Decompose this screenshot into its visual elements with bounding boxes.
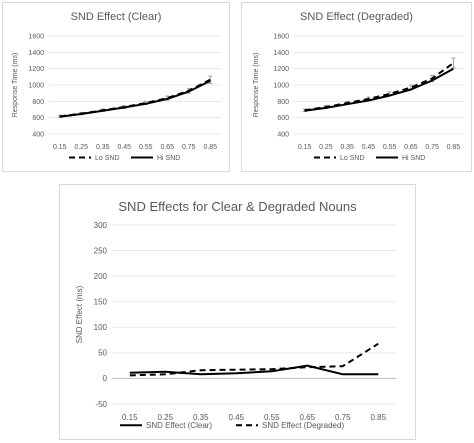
y-tick-label: 800 bbox=[277, 99, 289, 106]
series-line-dashed bbox=[304, 62, 454, 112]
x-tick-label: 0.85 bbox=[370, 413, 386, 422]
y-tick-label: 300 bbox=[94, 221, 108, 230]
legend-label: SND Effect (Degraded) bbox=[262, 421, 344, 430]
x-tick-label: 0.25 bbox=[319, 144, 333, 151]
x-tick-label: 0.35 bbox=[96, 144, 110, 151]
y-tick-label: 1200 bbox=[28, 66, 44, 73]
y-tick-label: 800 bbox=[32, 99, 44, 106]
y-tick-label: 150 bbox=[94, 298, 108, 307]
y-tick-label: 1600 bbox=[273, 33, 289, 40]
x-tick-label: 0.55 bbox=[264, 413, 280, 422]
series-line-solid bbox=[59, 80, 211, 118]
x-tick-label: 0.25 bbox=[157, 413, 173, 422]
y-tick-label: 1400 bbox=[273, 50, 289, 57]
chart-title: SND Effects for Clear & Degraded Nouns bbox=[118, 199, 357, 214]
x-tick-label: 0.25 bbox=[74, 144, 88, 151]
legend-label: SND Effect (Clear) bbox=[146, 421, 212, 430]
y-tick-label: 1400 bbox=[28, 50, 44, 57]
chart-snd-effects: SND Effects for Clear & Degraded Nouns -… bbox=[59, 184, 416, 440]
y-tick-label: 200 bbox=[94, 272, 108, 281]
x-tick-label: 0.75 bbox=[335, 413, 351, 422]
y-axis-label: SND Effect (ms) bbox=[75, 285, 84, 343]
y-tick-label: 600 bbox=[277, 115, 289, 122]
chart-degraded: SND Effect (Degraded) 400 600 800 1000 1200 1… bbox=[241, 2, 472, 172]
legend-label: Lo SND bbox=[95, 155, 120, 162]
chart-clear: SND Effect (Clear) 400 600 800 1000 1200 1400… bbox=[2, 2, 230, 172]
chart-plot: 400 600 800 1000 1200 1400 1600 0.15 0.25 0.35 0.4… bbox=[253, 33, 464, 162]
legend-label: Hi SND bbox=[157, 155, 180, 162]
x-tick-label: 0.75 bbox=[182, 144, 196, 151]
y-tick-label: 1200 bbox=[273, 66, 289, 73]
legend-label: Hi SND bbox=[402, 155, 425, 162]
x-tick-label: 0.15 bbox=[122, 413, 138, 422]
x-tick-label: 0.35 bbox=[340, 144, 354, 151]
x-tick-label: 0.45 bbox=[362, 144, 376, 151]
series-line-dashed bbox=[129, 342, 379, 377]
series-line-solid bbox=[304, 67, 454, 112]
chart-plot: -50 0 50 100 150 200 250 300 0.15 0.25 0.35 0.45 0.5… bbox=[75, 221, 396, 430]
x-tick-label: 0.65 bbox=[404, 144, 418, 151]
x-tick-label: 0.65 bbox=[299, 413, 315, 422]
x-tick-label: 0.15 bbox=[53, 144, 67, 151]
x-tick-label: 0.45 bbox=[117, 144, 131, 151]
y-tick-label: 1600 bbox=[28, 33, 44, 40]
y-tick-label: 50 bbox=[98, 349, 107, 358]
y-axis-label: Response Time (ms) bbox=[253, 53, 260, 118]
y-axis-label: Response Time (ms) bbox=[12, 53, 19, 118]
x-tick-label: 0.85 bbox=[203, 144, 217, 151]
legend-label: Lo SND bbox=[340, 155, 365, 162]
chart-title: SND Effect (Degraded) bbox=[300, 11, 413, 23]
chart-plot: 400 600 800 1000 1200 1400 1600 0.15 0.25 0.35 0.4… bbox=[12, 33, 221, 162]
x-tick-label: 0.55 bbox=[139, 144, 153, 151]
x-tick-label: 0.75 bbox=[425, 144, 439, 151]
series-line-solid bbox=[129, 364, 379, 376]
x-tick-label: 0.65 bbox=[160, 144, 174, 151]
y-tick-label: 100 bbox=[94, 323, 108, 332]
x-tick-label: 0.55 bbox=[383, 144, 397, 151]
x-tick-label: 0.45 bbox=[228, 413, 244, 422]
x-tick-label: 0.85 bbox=[447, 144, 461, 151]
x-tick-label: 0.15 bbox=[298, 144, 312, 151]
y-tick-label: 0 bbox=[103, 374, 108, 383]
x-tick-label: 0.35 bbox=[193, 413, 209, 422]
y-tick-label: 400 bbox=[277, 131, 289, 138]
y-tick-label: 1000 bbox=[28, 82, 44, 89]
y-tick-label: 400 bbox=[32, 131, 44, 138]
y-tick-label: 600 bbox=[32, 115, 44, 122]
y-tick-label: -50 bbox=[95, 400, 107, 409]
chart-title: SND Effect (Clear) bbox=[70, 11, 162, 23]
y-tick-label: 250 bbox=[94, 246, 108, 255]
y-tick-label: 1000 bbox=[273, 82, 289, 89]
